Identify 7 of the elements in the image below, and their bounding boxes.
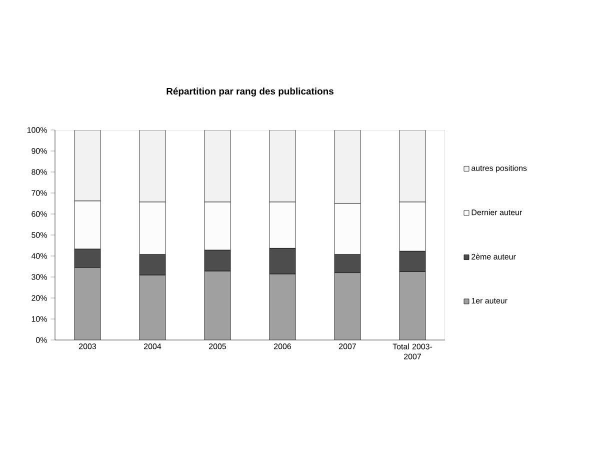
bar — [204, 271, 230, 340]
bar — [399, 272, 426, 340]
bar — [74, 268, 100, 340]
chart-title: Répartition par rang des publications — [166, 88, 334, 96]
bar — [270, 274, 296, 340]
bar — [334, 272, 361, 340]
bar — [140, 275, 166, 340]
